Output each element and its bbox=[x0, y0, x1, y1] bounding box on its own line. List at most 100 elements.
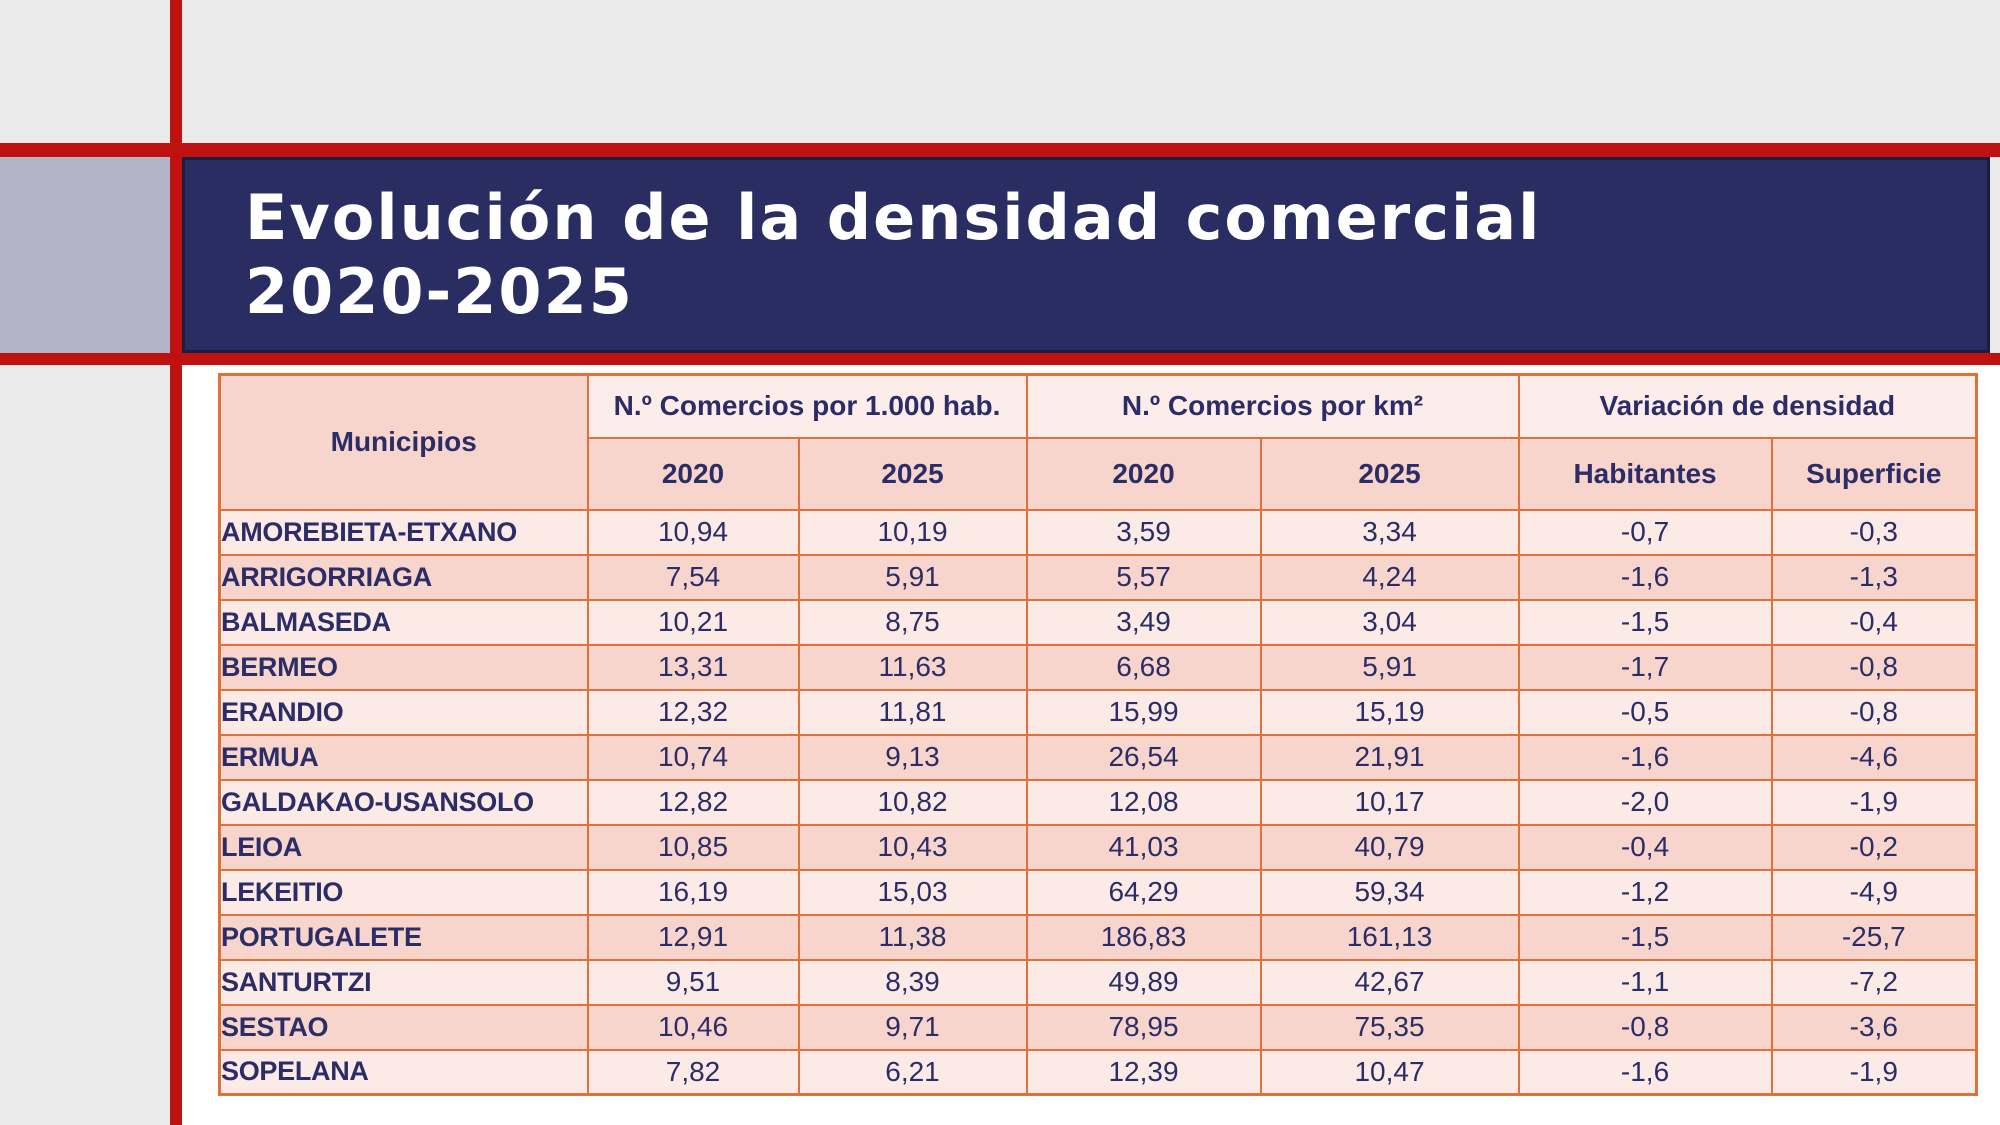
table-row: BERMEO 13,31 11,63 6,68 5,91 -1,7 -0,8 bbox=[218, 643, 1978, 691]
value-cell: 12,39 bbox=[1025, 1048, 1262, 1096]
municipality-cell: SESTAO bbox=[218, 1003, 589, 1051]
header-sub-row: 2020 2025 2020 2025 Habitantes Superfici… bbox=[220, 436, 1978, 511]
subheader-superficie: Superficie bbox=[1770, 436, 1978, 511]
municipality-cell: BERMEO bbox=[218, 643, 589, 691]
table-row: BALMASEDA 10,21 8,75 3,49 3,04 -1,5 -0,4 bbox=[218, 598, 1978, 646]
value-cell: 9,71 bbox=[797, 1003, 1028, 1051]
municipality-cell: ERANDIO bbox=[218, 688, 589, 736]
table-row: ERANDIO 12,32 11,81 15,99 15,19 -0,5 -0,8 bbox=[218, 688, 1978, 736]
value-cell: -2,0 bbox=[1517, 778, 1773, 826]
value-cell: -1,3 bbox=[1770, 553, 1978, 601]
value-cell: 8,75 bbox=[797, 598, 1028, 646]
value-cell: 3,04 bbox=[1259, 598, 1520, 646]
value-cell: 21,91 bbox=[1259, 733, 1520, 781]
value-cell: 6,21 bbox=[797, 1048, 1028, 1096]
table-row: LEKEITIO 16,19 15,03 64,29 59,34 -1,2 -4,9 bbox=[218, 868, 1978, 916]
value-cell: 41,03 bbox=[1025, 823, 1262, 871]
value-cell: 3,34 bbox=[1259, 508, 1520, 556]
density-table-container: Municipios N.º Comercios por 1.000 hab. … bbox=[218, 373, 1979, 1096]
value-cell: 78,95 bbox=[1025, 1003, 1262, 1051]
municipality-cell: SOPELANA bbox=[218, 1048, 589, 1096]
value-cell: 5,91 bbox=[1259, 643, 1520, 691]
table-row: SESTAO 10,46 9,71 78,95 75,35 -0,8 -3,6 bbox=[218, 1003, 1978, 1051]
municipality-cell: ERMUA bbox=[218, 733, 589, 781]
value-cell: -1,6 bbox=[1517, 733, 1773, 781]
municipality-cell: AMOREBIETA-ETXANO bbox=[218, 508, 589, 556]
red-vertical-bar bbox=[170, 0, 182, 1125]
value-cell: -25,7 bbox=[1770, 913, 1978, 961]
value-cell: 7,82 bbox=[586, 1048, 800, 1096]
table-row: SANTURTZI 9,51 8,39 49,89 42,67 -1,1 -7,2 bbox=[218, 958, 1978, 1006]
title-banner: Evolución de la densidad comercial 2020-… bbox=[182, 157, 1990, 353]
value-cell: -0,8 bbox=[1517, 1003, 1773, 1051]
value-cell: -0,4 bbox=[1517, 823, 1773, 871]
value-cell: 10,47 bbox=[1259, 1048, 1520, 1096]
value-cell: -1,6 bbox=[1517, 553, 1773, 601]
header-group-row: Municipios N.º Comercios por 1.000 hab. … bbox=[218, 373, 1978, 511]
value-cell: -0,3 bbox=[1770, 508, 1978, 556]
table-row: PORTUGALETE 12,91 11,38 186,83 161,13 -1,5 -25… bbox=[218, 913, 1978, 961]
header-comercios-1000hab: N.º Comercios por 1.000 hab. bbox=[586, 373, 1028, 439]
table-row: GALDAKAO-USANSOLO 12,82 10,82 12,08 10,17 -2,… bbox=[218, 778, 1978, 826]
header-comercios-km2: N.º Comercios por km² bbox=[1025, 373, 1520, 439]
municipality-cell: LEIOA bbox=[218, 823, 589, 871]
value-cell: 15,99 bbox=[1025, 688, 1262, 736]
value-cell: 10,82 bbox=[797, 778, 1028, 826]
value-cell: 161,13 bbox=[1259, 913, 1520, 961]
value-cell: -1,9 bbox=[1770, 1048, 1978, 1096]
value-cell: 3,49 bbox=[1025, 598, 1262, 646]
value-cell: 15,03 bbox=[797, 868, 1028, 916]
header-municipios: Municipios bbox=[218, 373, 589, 511]
municipality-cell: PORTUGALETE bbox=[218, 913, 589, 961]
value-cell: 8,39 bbox=[797, 958, 1028, 1006]
value-cell: 6,68 bbox=[1025, 643, 1262, 691]
value-cell: -0,4 bbox=[1770, 598, 1978, 646]
value-cell: 5,91 bbox=[797, 553, 1028, 601]
red-horizontal-bar-bottom bbox=[0, 353, 2000, 365]
value-cell: -0,8 bbox=[1770, 643, 1978, 691]
value-cell: 12,08 bbox=[1025, 778, 1262, 826]
municipality-cell: BALMASEDA bbox=[218, 598, 589, 646]
value-cell: 42,67 bbox=[1259, 958, 1520, 1006]
value-cell: 10,43 bbox=[797, 823, 1028, 871]
municipality-cell: GALDAKAO-USANSOLO bbox=[218, 778, 589, 826]
value-cell: 49,89 bbox=[1025, 958, 1262, 1006]
table-row: ARRIGORRIAGA 7,54 5,91 5,57 4,24 -1,6 -1,3 bbox=[218, 553, 1978, 601]
value-cell: -0,5 bbox=[1517, 688, 1773, 736]
value-cell: -4,6 bbox=[1770, 733, 1978, 781]
value-cell: 40,79 bbox=[1259, 823, 1520, 871]
value-cell: -0,8 bbox=[1770, 688, 1978, 736]
value-cell: 186,83 bbox=[1025, 913, 1262, 961]
value-cell: -1,9 bbox=[1770, 778, 1978, 826]
value-cell: 64,29 bbox=[1025, 868, 1262, 916]
table-row: LEIOA 10,85 10,43 41,03 40,79 -0,4 -0,2 bbox=[218, 823, 1978, 871]
municipality-cell: ARRIGORRIAGA bbox=[218, 553, 589, 601]
value-cell: -0,2 bbox=[1770, 823, 1978, 871]
table-header: Municipios N.º Comercios por 1.000 hab. … bbox=[218, 373, 1978, 511]
value-cell: 16,19 bbox=[586, 868, 800, 916]
table-body: AMOREBIETA-ETXANO 10,94 10,19 3,59 3,34 -0,7-… bbox=[218, 508, 1978, 1096]
value-cell: 10,21 bbox=[586, 598, 800, 646]
value-cell: 11,81 bbox=[797, 688, 1028, 736]
value-cell: 9,13 bbox=[797, 733, 1028, 781]
municipality-cell: LEKEITIO bbox=[218, 868, 589, 916]
table-row: ERMUA 10,74 9,13 26,54 21,91 -1,6 -4,6 bbox=[218, 733, 1978, 781]
red-horizontal-bar-top bbox=[0, 143, 2000, 157]
value-cell: 9,51 bbox=[586, 958, 800, 1006]
value-cell: -4,9 bbox=[1770, 868, 1978, 916]
value-cell: 11,38 bbox=[797, 913, 1028, 961]
value-cell: 10,94 bbox=[586, 508, 800, 556]
value-cell: 12,91 bbox=[586, 913, 800, 961]
slide-title-line1: Evolución de la densidad comercial bbox=[245, 180, 1542, 254]
value-cell: -0,7 bbox=[1517, 508, 1773, 556]
value-cell: 7,54 bbox=[586, 553, 800, 601]
slide-title-line2: 2020-2025 bbox=[245, 255, 634, 328]
density-table: Municipios N.º Comercios por 1.000 hab. … bbox=[218, 373, 1979, 1096]
value-cell: 4,24 bbox=[1259, 553, 1520, 601]
value-cell: -7,2 bbox=[1770, 958, 1978, 1006]
table-row: AMOREBIETA-ETXANO 10,94 10,19 3,59 3,34 -0,7-… bbox=[218, 508, 1978, 556]
value-cell: 12,82 bbox=[586, 778, 800, 826]
value-cell: 10,74 bbox=[586, 733, 800, 781]
value-cell: 13,31 bbox=[586, 643, 800, 691]
